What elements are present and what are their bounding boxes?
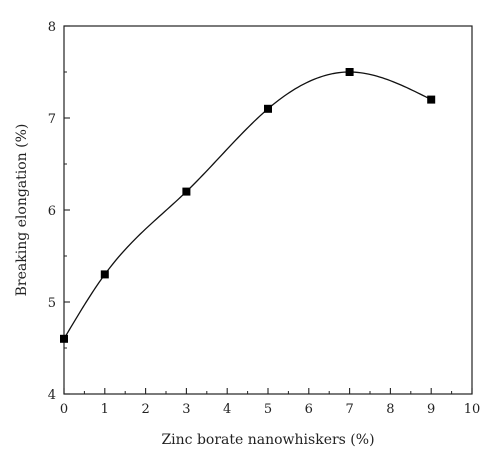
data-point [100, 270, 109, 279]
series-markers [60, 68, 436, 343]
x-tick-label: 2 [141, 402, 149, 417]
x-tick-label: 4 [223, 402, 231, 417]
x-tick-label: 7 [345, 402, 353, 417]
y-axis-ticks: 4 5 6 7 8 [48, 20, 70, 403]
data-point [60, 334, 68, 343]
x-tick-label: 6 [305, 402, 313, 417]
plot-frame [63, 25, 473, 395]
x-tick-label: 3 [182, 402, 190, 417]
data-point [427, 95, 436, 104]
y-axis-label: Breaking elongation (%) [14, 124, 30, 297]
data-point [182, 187, 191, 196]
x-axis-ticks: 0 1 2 3 4 5 6 7 8 9 10 [60, 388, 480, 417]
series-curve [63, 71, 432, 340]
x-tick-label: 1 [101, 402, 109, 417]
x-tick-label: 9 [427, 402, 435, 417]
y-tick-label: 5 [48, 296, 56, 311]
x-axis-label: Zinc borate nanowhiskers (%) [161, 432, 374, 448]
y-tick-label: 8 [48, 20, 56, 35]
x-tick-label: 8 [386, 402, 394, 417]
x-tick-label: 10 [464, 402, 481, 417]
x-tick-label: 5 [264, 402, 272, 417]
y-tick-label: 6 [48, 204, 56, 219]
x-tick-label: 0 [60, 402, 68, 417]
y-tick-label: 7 [48, 112, 56, 127]
data-point [345, 68, 354, 76]
data-point [264, 104, 272, 113]
y-tick-label: 4 [48, 388, 56, 403]
